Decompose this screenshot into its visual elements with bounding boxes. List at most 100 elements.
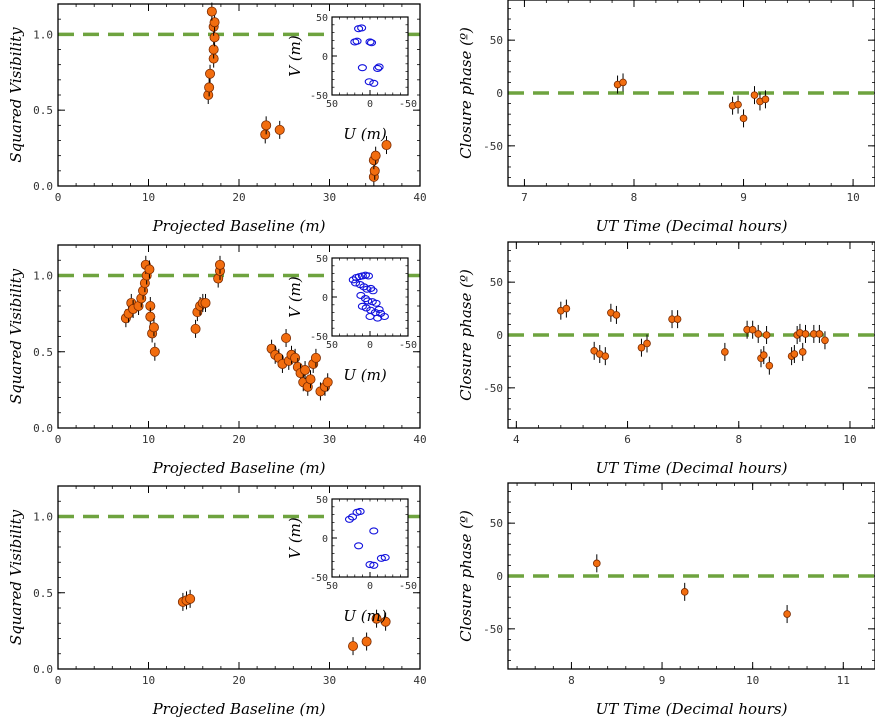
data-point [369,165,380,176]
inset-point [354,542,364,550]
x-tick-label: 20 [232,674,245,687]
data-point [208,44,219,55]
inset-y-tick-label: 50 [316,495,328,506]
row3-visibility-panel: 0 10 20 30 40 0.0 0.5 1.0 Projected Baseline (m)… [7,485,427,718]
inset-point [380,553,390,562]
inset-point [357,24,367,32]
inset-point [374,305,384,314]
data-point [200,297,211,308]
inset-x-tick-label: 0 [367,99,373,110]
y-tick-label: 1.0 [33,511,53,524]
inset-y-tick-label: -50 [310,332,328,343]
inset-point [379,312,389,321]
data-point [821,336,829,345]
y-axis-label: Squared Visibility [7,509,25,645]
y-tick-label: 0.5 [33,346,53,359]
inset-point [347,513,358,521]
inset-point [369,79,379,87]
x-tick-label: 10 [846,191,859,204]
data-point [205,68,216,79]
inset-x-tick-label: 50 [326,99,338,110]
data-point [619,78,627,87]
x-axis-label: UT Time (Decimal hours) [596,700,788,718]
x-tick-label: 40 [413,191,426,204]
x-tick-label: 11 [837,674,850,687]
inset-point [366,39,377,47]
inset-point [351,279,361,287]
y-tick-label: -50 [483,140,503,153]
x-tick-label: 8 [631,191,638,204]
inset-point [365,38,375,46]
y-axis-label: Closure phase (º) [457,510,475,642]
data-point [734,100,742,109]
plot-frame [57,485,421,670]
inset-point [344,515,355,523]
x-tick-label: 10 [142,191,155,204]
data-point [148,322,159,333]
inset-x-label: U (m) [343,607,386,625]
plot-frame [507,482,875,670]
data-point [261,120,272,131]
inset-y-tick-label: 0 [322,293,328,304]
data-point [790,350,799,358]
inset-y-tick-label: -50 [310,91,328,102]
inset-point [373,64,383,73]
data-point [562,304,571,313]
data-point [145,311,156,322]
data-point [209,17,220,28]
x-tick-label: 9 [740,191,747,204]
data-point [637,343,646,352]
y-axis-label: Squared Visibility [7,27,25,163]
inset-point [365,560,375,569]
x-tick-label: 7 [521,191,528,204]
row1-visibility-panel: 0 10 20 30 40 0.0 0.5 1.0 Projected Baseline (m)… [7,2,427,235]
y-tick-label: 0.5 [33,587,53,600]
inset-x-tick-label: -50 [399,581,417,592]
data-point [754,330,763,338]
y-tick-label: 50 [490,276,503,289]
x-axis-label: Projected Baseline (m) [152,459,326,477]
inset-point [374,63,384,71]
row1-closure-phase-panel: 7 8 9 10 -50 0 50 UT Time (Decimal hours) Closur… [457,0,875,235]
plot-frame [507,241,875,429]
inset-point [355,507,365,516]
inset-point [364,78,374,86]
data-point [673,315,682,323]
y-tick-label: 0 [496,570,503,583]
y-tick-label: 0.0 [33,663,53,676]
data-point [209,32,220,43]
y-tick-label: 50 [490,517,503,530]
data-point [274,124,285,135]
data-point [310,352,321,363]
x-tick-label: 20 [232,433,245,446]
data-point [612,311,621,319]
x-axis-label: UT Time (Decimal hours) [596,217,788,235]
data-point [144,264,155,275]
y-axis-label: Closure phase (º) [457,269,475,401]
data-point [601,352,610,360]
inset-point [357,64,367,72]
data-point [380,616,391,627]
data-point [815,330,824,338]
inset-x-tick-label: 50 [326,581,338,592]
y-tick-label: 0.0 [33,422,53,435]
x-tick-label: 30 [323,191,336,204]
inset-x-tick-label: 0 [367,581,373,592]
x-tick-label: 0 [55,191,62,204]
data-point [759,351,768,359]
data-point [590,347,598,355]
x-tick-label: 30 [323,433,336,446]
x-tick-label: 10 [746,674,759,687]
data-point [721,348,729,356]
data-point [801,330,810,338]
data-point [381,140,392,151]
inset-y-label: V (m) [286,276,304,318]
data-point [281,333,292,344]
plot-frame [57,3,421,187]
data-point [762,331,771,339]
y-tick-label: 0 [496,87,503,100]
